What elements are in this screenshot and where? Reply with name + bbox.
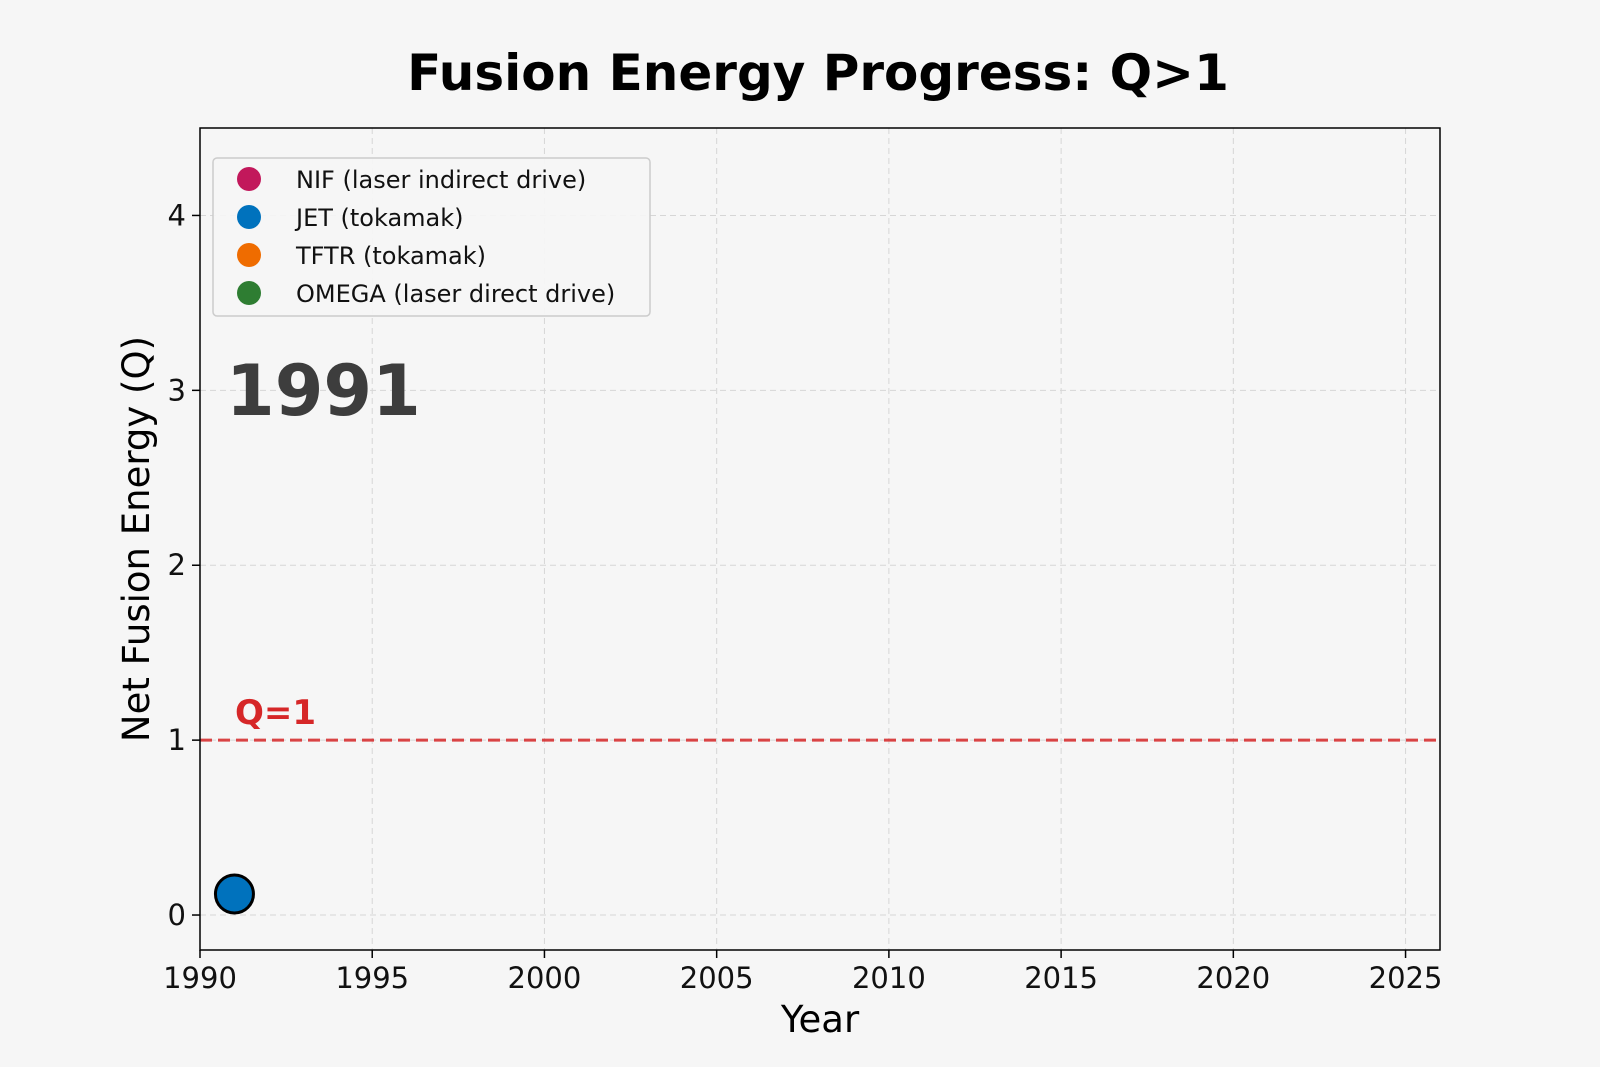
x-tick-label: 1995	[335, 961, 409, 995]
x-tick-label: 1990	[163, 961, 237, 995]
y-tick-label: 3	[168, 373, 186, 407]
legend-marker	[237, 281, 261, 305]
y-tick-label: 2	[168, 548, 186, 582]
y-axis-label: Net Fusion Energy (Q)	[115, 336, 158, 742]
legend-label: NIF (laser indirect drive)	[296, 166, 586, 194]
legend-label: JET (tokamak)	[294, 204, 464, 232]
y-tick-label: 4	[168, 198, 186, 232]
x-tick-label: 2020	[1196, 961, 1270, 995]
x-tick-label: 2000	[508, 961, 582, 995]
reference-line-group: Q=1	[200, 693, 1440, 742]
chart-title: Fusion Energy Progress: Q>1	[407, 44, 1229, 102]
grid	[199, 128, 1440, 950]
legend-box	[212, 157, 651, 317]
axis-ticks: 1990 1995 2000 2005 2010 2015 2020 2025 0 1 2 3 4	[163, 198, 1442, 995]
legend-label: TFTR (tokamak)	[295, 242, 486, 270]
q1-reference-label: Q=1	[235, 693, 316, 733]
legend-marker	[237, 205, 261, 229]
x-axis-label: Year	[780, 998, 860, 1041]
current-year-label: 1991	[226, 350, 421, 432]
x-tick-label: 2010	[852, 961, 926, 995]
legend: NIF (laser indirect drive) JET (tokamak) T…	[212, 157, 651, 317]
x-tick-label: 2015	[1024, 961, 1098, 995]
data-point	[213, 873, 255, 915]
x-tick-label: 2005	[680, 961, 754, 995]
legend-marker	[237, 243, 261, 267]
legend-entries: NIF (laser indirect drive) JET (tokamak) T…	[237, 166, 615, 308]
y-tick-label: 1	[168, 723, 186, 757]
x-tick-label: 2025	[1369, 961, 1443, 995]
plot-frame	[199, 127, 1441, 951]
legend-marker	[237, 167, 261, 191]
y-tick-label: 0	[168, 898, 186, 932]
legend-label: OMEGA (laser direct drive)	[296, 280, 615, 308]
data-points	[213, 873, 255, 915]
